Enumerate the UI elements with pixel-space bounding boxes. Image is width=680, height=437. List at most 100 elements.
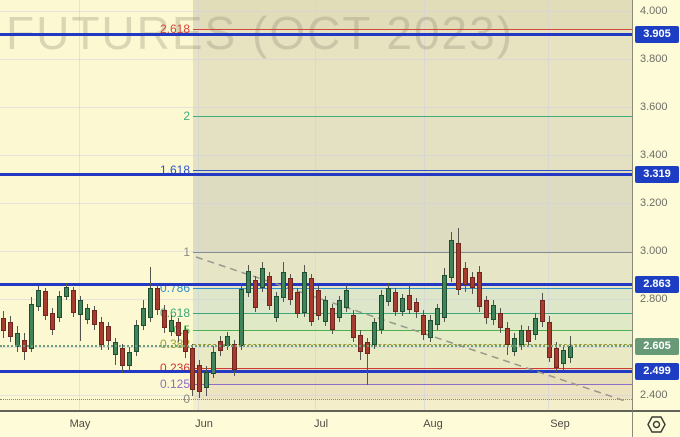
candle-down xyxy=(190,347,195,390)
candle-down xyxy=(330,307,335,330)
fib-band xyxy=(193,312,632,330)
alert-price-badge: 3.905 xyxy=(635,25,679,43)
candle-down xyxy=(547,322,552,359)
candle-down xyxy=(365,341,370,354)
price-tick-label: 2.800 xyxy=(640,293,668,305)
fib-band xyxy=(193,399,632,410)
last-price-badge: 2.605 xyxy=(635,337,679,355)
horizontal-gridline xyxy=(0,155,632,156)
fib-level-line xyxy=(193,312,632,314)
time-axis[interactable]: May Jun Jul Aug Sep xyxy=(0,410,632,437)
price-alert-line[interactable] xyxy=(0,370,632,374)
candle-down xyxy=(554,347,559,368)
candle-down xyxy=(540,299,545,323)
fib-level-line xyxy=(193,367,632,369)
candle-up xyxy=(337,299,342,318)
fib-level-line xyxy=(193,251,632,253)
fib-level-label: 2.618 xyxy=(159,22,190,36)
month-label: May xyxy=(69,418,91,430)
candle-down xyxy=(421,315,426,335)
fib-band xyxy=(193,287,632,313)
candle-up xyxy=(274,295,279,318)
chart-pane[interactable]: FUTURES (OCT 2023) 2.618 2 1.618 1 0.786 0.61… xyxy=(0,0,632,410)
candle-down xyxy=(526,329,531,342)
fib-level-line xyxy=(193,329,632,331)
fib-level-label: 0.618 xyxy=(159,305,190,320)
vertical-gridline xyxy=(548,0,549,410)
fib-level-line xyxy=(193,383,632,385)
candle-up xyxy=(568,346,573,359)
horizontal-gridline xyxy=(0,251,632,252)
candle-down xyxy=(43,291,48,317)
month-label: Aug xyxy=(423,418,443,430)
fib-level-label: 2 xyxy=(183,109,190,123)
price-alert-line[interactable] xyxy=(0,173,632,177)
candle-down xyxy=(351,315,356,338)
candle-up xyxy=(148,287,153,318)
candle-down xyxy=(295,292,300,314)
vertical-gridline xyxy=(315,0,316,410)
price-tick-label: 3.000 xyxy=(640,245,668,257)
fib-level-label: 0.125 xyxy=(159,376,190,391)
horizontal-gridline xyxy=(0,395,632,396)
candle-up xyxy=(442,275,447,318)
candle-down xyxy=(1,317,6,331)
price-tick-label: 3.200 xyxy=(640,197,668,209)
candle-up xyxy=(57,295,62,318)
candle-up xyxy=(400,298,405,312)
candle-down xyxy=(232,343,237,371)
candle-down xyxy=(99,322,104,346)
fib-level-line xyxy=(193,29,632,30)
fib-band xyxy=(193,116,632,170)
fib-band xyxy=(193,170,632,252)
price-tick-label: 3.400 xyxy=(640,149,668,161)
candle-up xyxy=(449,239,454,278)
candle-down xyxy=(155,287,160,311)
candle-wick xyxy=(367,337,368,385)
candle-up xyxy=(29,304,34,349)
candle-down xyxy=(477,271,482,307)
price-axis[interactable]: 4.000 3.800 3.600 3.400 3.200 3.000 2.800 2.400… xyxy=(632,0,680,410)
candle-up xyxy=(246,270,251,293)
fib-band xyxy=(193,0,632,29)
fib-band xyxy=(193,29,632,116)
month-label: Jun xyxy=(195,418,213,430)
price-alert-line[interactable] xyxy=(0,282,632,286)
fib-level-line xyxy=(0,399,632,401)
candle-down xyxy=(197,365,202,392)
candle-up xyxy=(491,305,496,320)
fib-level-label: 1 xyxy=(183,244,190,259)
horizontal-gridline xyxy=(0,203,632,204)
candle-down xyxy=(106,325,111,341)
alert-price-badge: 2.499 xyxy=(635,363,679,381)
candle-up xyxy=(519,329,524,346)
axis-settings-button[interactable] xyxy=(632,410,680,437)
price-tick-label: 4.000 xyxy=(640,5,668,17)
horizontal-gridline xyxy=(0,11,632,12)
candle-up xyxy=(435,307,440,325)
candle-up xyxy=(113,341,118,355)
candle-wick xyxy=(80,295,81,341)
candle-up xyxy=(141,307,146,326)
candle-down xyxy=(50,312,55,330)
vertical-gridline xyxy=(79,0,80,410)
candle-up xyxy=(211,352,216,374)
candle-up xyxy=(239,288,244,347)
horizontal-gridline xyxy=(0,107,632,108)
fib-level-label: 0.382 xyxy=(159,336,190,351)
fib-level-line xyxy=(193,287,632,289)
candle-up xyxy=(386,287,391,302)
candle-down xyxy=(470,276,475,288)
alert-price-badge: 3.319 xyxy=(635,166,679,184)
candle-down xyxy=(498,312,503,329)
fib-level-line xyxy=(193,170,632,171)
candle-up xyxy=(64,287,69,298)
candle-down xyxy=(8,322,13,337)
candle-down xyxy=(162,310,167,329)
fib-level-line xyxy=(193,116,632,117)
price-alert-line[interactable] xyxy=(0,32,632,36)
candle-up xyxy=(533,317,538,335)
candle-down xyxy=(484,299,489,318)
candle-down xyxy=(393,292,398,312)
